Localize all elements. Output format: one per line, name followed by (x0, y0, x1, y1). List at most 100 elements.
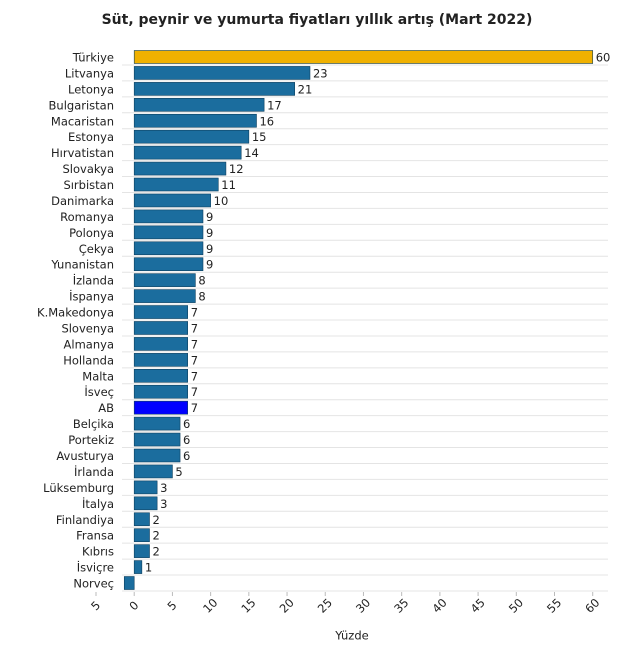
x-axis-label: Yüzde (334, 629, 368, 643)
value-label: 8 (198, 290, 205, 304)
y-tick-label: Kıbrıs (82, 545, 114, 559)
bar (133, 368, 189, 383)
x-tick-label: 40 (429, 596, 449, 616)
value-label: 9 (206, 226, 213, 240)
y-tick-label: Yunanistan (50, 258, 114, 272)
y-tick-label: Romanya (60, 210, 114, 224)
x-tick-label: 30 (353, 596, 373, 616)
value-label: 6 (183, 417, 190, 431)
y-tick-label: Estonya (68, 130, 114, 144)
value-label: 9 (206, 258, 213, 272)
y-tick-label: K.Makedonya (37, 306, 114, 320)
y-tick-label: İsveç (84, 384, 114, 399)
bar (133, 384, 189, 399)
bar (133, 241, 204, 256)
value-label: 6 (183, 433, 190, 447)
value-label: 1 (145, 561, 152, 575)
bar (133, 480, 158, 495)
y-tick-label: İtalya (82, 496, 114, 511)
y-tick-label: Fransa (76, 529, 114, 543)
bar (133, 321, 189, 335)
bar (133, 113, 257, 128)
value-label: 3 (160, 497, 167, 511)
y-tick-label: Slovakya (63, 162, 115, 176)
value-label: 15 (252, 130, 267, 144)
value-label: 60 (596, 51, 611, 65)
y-tick-label: Portekiz (68, 433, 114, 447)
value-label: 7 (191, 337, 198, 351)
x-tick-label: 0 (126, 598, 141, 613)
bar (133, 353, 189, 367)
bar (133, 161, 227, 176)
value-label: 12 (229, 162, 244, 176)
bar (133, 416, 181, 431)
y-tick-label: Letonya (68, 82, 114, 96)
y-tick-label: Türkiye (72, 51, 114, 65)
value-label: 9 (206, 210, 213, 224)
bar (133, 98, 265, 112)
value-label: 9 (206, 242, 213, 256)
y-tick-label: İsviçre (77, 560, 114, 575)
bar (133, 337, 189, 351)
bar (133, 82, 295, 96)
bar (133, 544, 150, 558)
bar (133, 400, 189, 415)
value-label: 7 (191, 321, 198, 335)
x-tick-label: 20 (277, 596, 297, 616)
bar (133, 560, 143, 574)
y-tick-label: İrlanda (74, 464, 114, 479)
value-label: 17 (267, 98, 282, 112)
value-label: 8 (198, 274, 205, 288)
y-tick-label: Polonya (69, 226, 114, 240)
x-tick-label: 25 (315, 596, 335, 616)
x-tick-label: 15 (238, 596, 258, 616)
value-label: 7 (191, 401, 198, 415)
y-tick-label: Sırbistan (63, 178, 114, 192)
y-tick-label: Almanya (64, 337, 114, 351)
value-label: 6 (183, 449, 190, 463)
y-tick-label: Çekya (79, 242, 114, 256)
bar (133, 177, 219, 192)
x-tick-label: 45 (468, 596, 488, 616)
value-label: 2 (152, 513, 159, 527)
value-label: 23 (313, 66, 328, 80)
value-label: 7 (191, 353, 198, 367)
y-tick-label: AB (98, 401, 114, 415)
y-tick-label: Finlandiya (56, 513, 114, 527)
x-tick-label: 5 (165, 598, 180, 613)
bar (133, 257, 204, 272)
value-label: 14 (244, 146, 259, 160)
bar (133, 193, 211, 208)
x-tick-label: 55 (544, 596, 564, 616)
bar (133, 512, 150, 527)
bar (133, 225, 204, 240)
y-tick-label: Hollanda (63, 353, 114, 367)
value-label: 10 (214, 194, 229, 208)
bar (133, 145, 242, 160)
bar (133, 50, 594, 64)
y-tick-label: Belçika (73, 417, 114, 431)
bar (133, 528, 150, 543)
bar (133, 209, 204, 224)
x-tick-label: 5 (88, 598, 103, 613)
bar (133, 305, 189, 319)
bar (133, 273, 196, 287)
y-tick-label: Hırvatistan (51, 146, 114, 160)
x-tick-label: 10 (200, 596, 220, 616)
x-tick-label: 35 (391, 596, 411, 616)
value-label: 7 (191, 369, 198, 383)
value-label: 11 (221, 178, 236, 192)
bar (123, 576, 135, 590)
value-label: 2 (152, 529, 159, 543)
value-label: 16 (259, 114, 274, 128)
value-label: 7 (191, 306, 198, 320)
bar (133, 289, 196, 303)
bar (133, 129, 250, 144)
y-tick-label: Malta (82, 369, 114, 383)
value-label: 21 (298, 82, 313, 96)
y-tick-label: Bulgaristan (49, 98, 114, 112)
y-tick-label: Macaristan (51, 114, 114, 128)
y-tick-label: Lüksemburg (43, 481, 114, 495)
value-label: 5 (175, 465, 182, 479)
